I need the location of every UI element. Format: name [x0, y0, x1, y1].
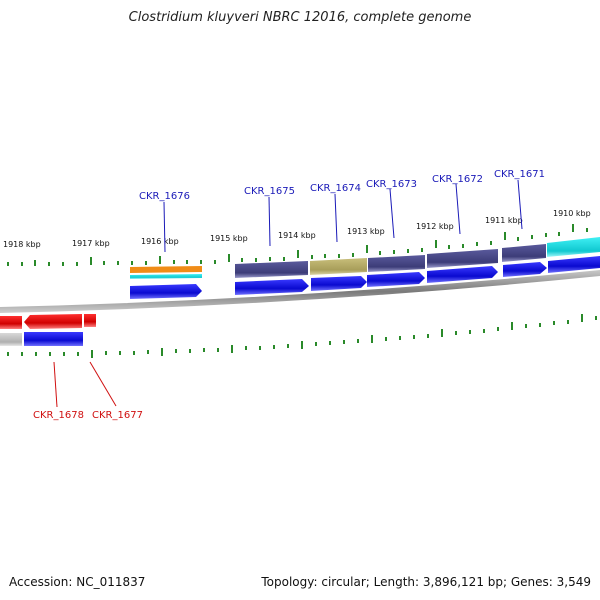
- kbp-label: 1916 kbp: [141, 237, 179, 246]
- kbp-label: 1913 kbp: [347, 227, 385, 236]
- gene-label-ckr-1671[interactable]: CKR_1671: [494, 169, 545, 180]
- cds-arrow-forward[interactable]: [548, 256, 600, 273]
- outer-tick-row: [7, 224, 588, 266]
- cds-arrow-forward[interactable]: [130, 284, 202, 299]
- page-title: Clostridium kluyveri NBRC 12016, complet…: [128, 10, 472, 25]
- cds-arrow-forward[interactable]: [367, 272, 425, 287]
- gene-feature-orange[interactable]: [130, 266, 202, 273]
- inner-tick-row: [7, 314, 597, 358]
- gene-feature-cyan[interactable]: [547, 237, 600, 257]
- gene-feature-purple[interactable]: [502, 244, 546, 262]
- cds-arrow-forward[interactable]: [235, 279, 309, 295]
- gene-label-ckr-1678[interactable]: CKR_1678: [33, 410, 84, 421]
- gene-feature-purple[interactable]: [235, 261, 308, 278]
- cds-arrow-forward[interactable]: [427, 266, 498, 283]
- forward-feature-track: [130, 237, 600, 279]
- gene-feature-red[interactable]: [0, 316, 22, 329]
- forward-cds-track: [130, 256, 600, 299]
- kbp-label: 1915 kbp: [210, 234, 248, 243]
- gene-feature-khaki[interactable]: [310, 258, 367, 275]
- gene-feature-cyan[interactable]: [130, 274, 202, 279]
- genome-info-text: Topology: circular; Length: 3,896,121 bp…: [261, 575, 591, 589]
- gene-feature-purple[interactable]: [368, 255, 425, 272]
- kbp-label: 1914 kbp: [278, 231, 316, 240]
- kbp-label: 1917 kbp: [72, 239, 110, 248]
- gene-label-ckr-1676[interactable]: CKR_1676: [139, 191, 190, 202]
- accession-text: Accession: NC_011837: [9, 575, 146, 589]
- gene-label-ckr-1673[interactable]: CKR_1673: [366, 179, 417, 190]
- kbp-label: 1912 kbp: [416, 222, 454, 231]
- gene-label-ckr-1672[interactable]: CKR_1672: [432, 174, 483, 185]
- gene-label-ckr-1674[interactable]: CKR_1674: [310, 183, 361, 194]
- reverse-gene-labels: [53, 361, 117, 408]
- cds-arrow-reverse[interactable]: [24, 332, 83, 346]
- cds-arrow-forward[interactable]: [503, 262, 547, 277]
- gene-feature-red[interactable]: [84, 314, 96, 327]
- gene-feature-gray[interactable]: [0, 333, 22, 346]
- genome-backbone: [0, 270, 600, 313]
- forward-gene-labels: [163, 179, 523, 253]
- gene-label-ckr-1677[interactable]: CKR_1677: [92, 410, 143, 421]
- kbp-label: 1918 kbp: [3, 240, 41, 249]
- gene-label-ckr-1675[interactable]: CKR_1675: [244, 186, 295, 197]
- kbp-label: 1911 kbp: [485, 216, 523, 225]
- gene-feature-red[interactable]: [24, 314, 82, 329]
- cds-arrow-forward[interactable]: [311, 276, 367, 291]
- kbp-label: 1910 kbp: [553, 209, 591, 218]
- reverse-feature-track: [0, 314, 96, 346]
- gene-feature-purple[interactable]: [427, 249, 498, 268]
